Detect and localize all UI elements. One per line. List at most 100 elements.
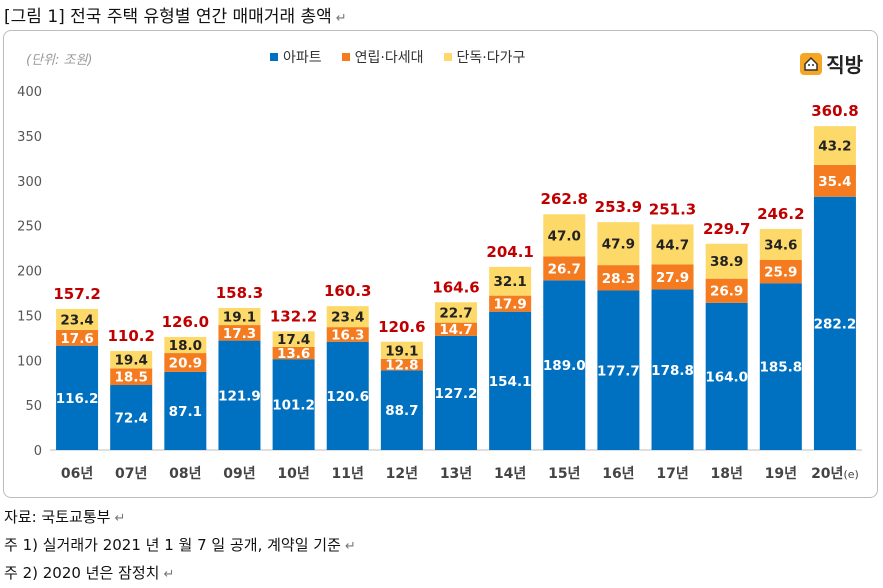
data-label-row-house: 27.9 [656,270,689,286]
return-mark-icon: ↵ [114,511,126,526]
data-label-apartment: 189.0 [543,358,586,374]
data-label-detached: 47.9 [602,237,635,253]
data-label-detached: 22.7 [439,305,472,321]
return-mark-icon: ↵ [344,539,356,554]
y-tick-label: 100 [17,354,42,369]
x-tick-label: 17년 [656,466,688,482]
legend-swatch-apartment [270,53,278,61]
x-tick-label: 16년 [602,466,634,482]
bar-segment-apartment [489,311,532,450]
bar-segment-detached [56,308,99,330]
bar-segment-apartment [110,385,153,450]
data-label-row-house: 20.9 [169,355,202,371]
x-tick-label: 15년 [548,466,580,482]
bar-segment-row-house [759,259,802,284]
bar-segment-row-house [435,322,477,336]
total-label: 120.6 [378,318,425,336]
bar-segment-row-house [326,327,369,342]
data-label-detached: 23.4 [331,310,364,326]
x-tick-label: 06년 [61,466,93,482]
x-tick-label: 18년 [710,466,742,482]
logo-text: 직방 [826,53,863,77]
data-label-detached: 23.4 [60,312,93,328]
data-label-row-house: 13.6 [277,346,310,362]
total-label: 253.9 [595,198,642,216]
data-label-apartment: 282.2 [814,316,857,332]
data-label-apartment: 177.7 [597,363,640,379]
x-tick-label: 08년 [169,466,201,482]
bar-segment-detached [705,243,748,279]
data-label-apartment: 72.4 [115,411,148,427]
data-label-row-house: 14.7 [439,322,472,338]
bar-segment-detached [813,126,856,165]
bar-segment-apartment [759,283,802,450]
data-label-detached: 19.1 [385,343,418,359]
return-mark-icon: ↵ [335,11,347,26]
stacked-bar-chart: 0 50 100 150 200 250 300 350 400 116.2 17.6 23.4 157… [17,85,862,482]
total-label: 360.8 [811,102,858,120]
bar-segment-detached [218,307,261,326]
note-1-text: 주 1) 실거래가 2021 년 1 월 7 일 공개, 계약일 기준 [4,536,341,554]
data-label-apartment: 87.1 [169,404,202,420]
total-label: 262.8 [541,190,588,208]
total-label: 157.2 [53,285,100,303]
data-label-apartment: 88.7 [385,403,418,419]
data-label-row-house: 26.9 [710,284,743,300]
bar-segment-detached [326,306,369,328]
data-label-apartment: 185.8 [759,360,802,376]
note-source-text: 자료: 국토교통부 [4,508,111,526]
house-icon [800,52,823,75]
figure-caption: [그림 1] 전국 주택 유형별 연간 매매거래 총액 ↵ [4,2,347,27]
data-label-apartment: 101.2 [272,398,315,414]
data-label-row-house: 18.5 [115,370,148,386]
bar-segment-detached [272,331,315,347]
data-label-apartment: 121.9 [218,388,261,404]
y-tick-label: 300 [17,175,42,190]
data-label-row-house: 35.4 [818,174,851,190]
total-label: 158.3 [216,284,263,302]
legend-label-row-house: 연립·다세대 [354,50,424,66]
chart-legend: 아파트 연립·다세대 단독·다가구 [270,47,525,67]
x-tick-label: 12년 [386,466,418,482]
note-source: 자료: 국토교통부 ↵ [4,504,356,532]
data-label-apartment: 120.6 [326,389,369,405]
bar-segment-detached [651,224,694,265]
total-label: 110.2 [107,327,154,345]
x-tick-label: 10년 [277,466,309,482]
bar-segment-detached [380,341,423,359]
x-tick-label: 20년(e) [811,466,859,482]
bar-segment-row-house [597,265,640,291]
data-label-apartment: 127.2 [435,386,478,402]
y-tick-label: 350 [17,130,42,145]
bar-segment-apartment [543,280,586,450]
y-tick-label: 0 [34,444,42,459]
data-label-apartment: 154.1 [489,374,532,390]
data-label-detached: 18.0 [169,338,202,354]
chart-frame: (단위: 조원) 아파트 연립·다세대 단독·다가구 직방 0 50 100 150 2… [3,30,878,498]
data-label-apartment: 178.8 [651,363,694,379]
bar-segment-row-house [110,368,153,386]
bar-segment-apartment [380,370,423,450]
bar-segment-detached [164,336,207,354]
data-label-detached: 19.1 [223,309,256,325]
legend-label-detached: 단독·다가구 [456,50,526,66]
x-tick-label: 19년 [765,466,797,482]
data-label-row-house: 25.9 [764,265,797,281]
bar-segment-apartment [164,371,207,450]
x-tick-label: 14년 [494,466,526,482]
return-mark-icon: ↵ [163,567,175,582]
y-tick-label: 200 [17,265,42,280]
bar-segment-detached [543,214,586,257]
bar-segment-detached [759,228,802,260]
bar-segment-row-house [705,278,748,303]
data-label-row-house: 28.3 [602,271,635,287]
data-label-detached: 32.1 [493,274,526,290]
total-label: 204.1 [486,243,533,261]
bar-segment-apartment [705,302,748,450]
total-label: 246.2 [757,205,804,223]
data-label-detached: 38.9 [710,254,743,270]
bar-segment-apartment [435,335,477,450]
data-label-detached: 44.7 [656,237,689,253]
data-label-row-house: 17.3 [223,326,256,342]
bar-segment-detached [489,266,532,296]
